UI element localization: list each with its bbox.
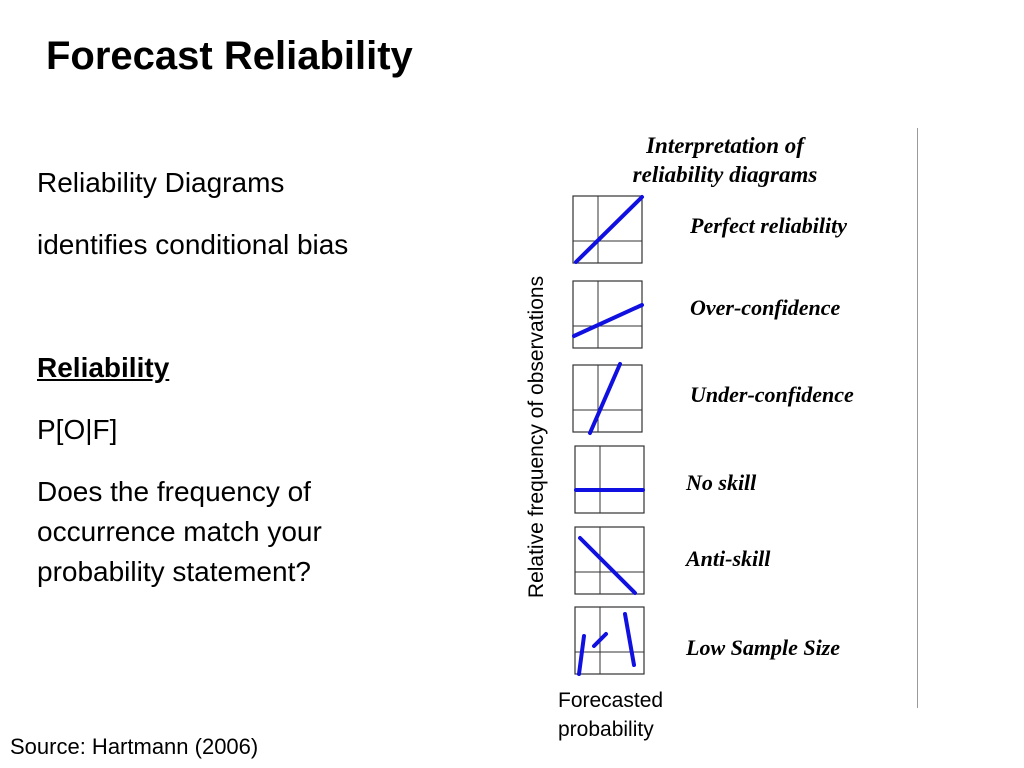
over-confidence-panel (572, 280, 644, 349)
anti-skill-panel (574, 526, 645, 595)
reliability-diagrams-text: Reliability Diagrams (37, 167, 285, 198)
panel-frame (574, 445, 645, 514)
row-label-under-confidence: Under-confidence (690, 382, 854, 407)
perfect-reliability-line (574, 195, 644, 264)
over-confidence-line (572, 303, 644, 338)
row-label-anti-skill: Anti-skill (686, 546, 771, 571)
source-citation: Source: Hartmann (2006) (10, 734, 259, 759)
under-confidence-panel (572, 362, 643, 435)
panel-frame (572, 364, 643, 433)
panel-frame (574, 526, 645, 595)
low-sample-segment-2 (592, 632, 608, 648)
row-label-perfect-reliability: Perfect reliability (690, 213, 847, 238)
panel-frame (572, 195, 643, 264)
no-skill-panel (574, 445, 645, 514)
under-confidence-line (588, 362, 622, 435)
anti-skill-line (578, 536, 637, 595)
low-sample-segment-3 (623, 612, 636, 667)
x-axis-label: Forecasted probability (558, 689, 664, 741)
row-label-no-skill: No skill (686, 470, 757, 495)
slide-title: Forecast Reliability (46, 34, 413, 78)
y-axis-label: Relative frequency of observations (525, 275, 548, 599)
panel-frame (572, 280, 643, 349)
low-sample-segment-1 (577, 634, 586, 676)
low-sample-size-panel (574, 606, 645, 676)
conditional-bias-text: identifies conditional bias (37, 229, 349, 260)
diagram-heading: Interpretation of reliability diagrams (632, 133, 818, 187)
reliability-heading: Reliability (37, 352, 170, 383)
perfect-reliability-panel (572, 195, 644, 264)
figure-divider (917, 128, 918, 708)
row-label-low-sample-size: Low Sample Size (686, 635, 841, 660)
question-text: Does the frequency of occurrence match y… (37, 476, 322, 587)
row-label-over-confidence: Over-confidence (690, 295, 841, 320)
panel-frame (574, 606, 645, 675)
formula-text: P[O|F] (37, 414, 118, 445)
